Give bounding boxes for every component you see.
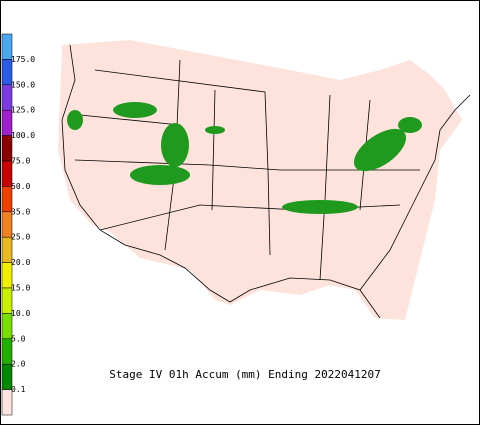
legend-label: 35.0: [11, 207, 30, 216]
legend-label: 50.0: [11, 182, 30, 191]
legend-label: 20.0: [11, 258, 30, 267]
legend-label: 2.0: [11, 360, 26, 369]
coastline: [61, 44, 471, 319]
precip-area: [161, 123, 189, 167]
legend-label: 15.0: [11, 284, 30, 293]
precip-area: [130, 165, 190, 185]
legend-label: 175.0: [11, 55, 35, 64]
legend-label: 5.0: [11, 334, 26, 343]
legend-label: 25.0: [11, 233, 30, 242]
legend-label: 100.0: [11, 131, 35, 140]
legend-label: 75.0: [11, 157, 30, 166]
map: [58, 40, 471, 320]
precip-area: [353, 128, 407, 172]
precip-area: [205, 126, 225, 134]
legend-label: 10.0: [11, 309, 30, 318]
caption: Stage IV 01h Accum (mm) Ending 202204120…: [109, 368, 381, 381]
legend-swatch: [1, 389, 13, 416]
coverage-area: [58, 40, 462, 320]
color-legend: 175.0 150.0 125.0 100.0 75.0 50.0 35.0 25.0 20.0…: [1, 33, 35, 416]
legend-label: 125.0: [11, 106, 35, 115]
precip-area: [282, 200, 358, 214]
precip-area: [67, 110, 83, 130]
legend-label: 0.1: [11, 385, 26, 394]
precip-area: [398, 117, 422, 133]
precip-area: [113, 102, 157, 118]
legend-label: 150.0: [11, 80, 35, 89]
